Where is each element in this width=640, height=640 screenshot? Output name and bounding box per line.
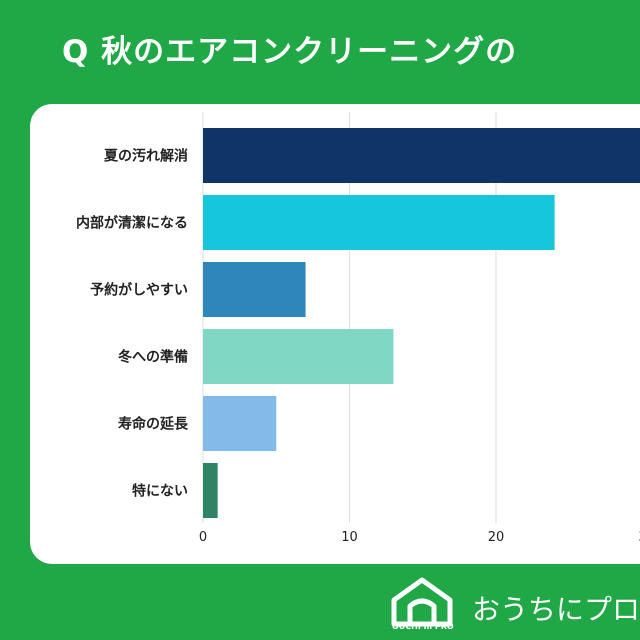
x-tick-label: 3 xyxy=(638,530,640,545)
chart-title: Q 秋のエアコンクリーニングの xyxy=(62,34,518,70)
footer-branding: OUCHI ni PRO おうちにプロ xyxy=(388,574,640,640)
category-label: 内部が清潔になる xyxy=(76,215,188,232)
category-label: 特にない xyxy=(132,483,188,500)
bar-chart: 0 10 20 3 夏の汚れ解消内部が清潔になる予約がしやすい冬への準備寿命の延長特にな… xyxy=(76,112,640,545)
category-label: 寿命の延長 xyxy=(118,416,189,433)
chart-card: 0 10 20 3 夏の汚れ解消内部が清潔になる予約がしやすい冬への準備寿命の延長特にな… xyxy=(30,104,640,564)
bar xyxy=(203,329,394,384)
bar xyxy=(203,262,306,317)
house-logo-icon xyxy=(391,577,453,627)
bar xyxy=(203,128,640,183)
category-label: 予約がしやすい xyxy=(90,282,188,299)
bar xyxy=(203,396,277,451)
category-label: 冬への準備 xyxy=(118,349,188,366)
bar xyxy=(203,463,218,518)
x-tick-label: 10 xyxy=(341,530,358,545)
logo-text: OUCHI ni PRO xyxy=(392,622,454,631)
category-label: 夏の汚れ解消 xyxy=(104,148,188,165)
x-tick-label: 20 xyxy=(488,530,505,545)
x-tick-label: 0 xyxy=(199,530,207,545)
brand-name: おうちにプロ xyxy=(472,593,640,626)
bar xyxy=(203,195,555,250)
